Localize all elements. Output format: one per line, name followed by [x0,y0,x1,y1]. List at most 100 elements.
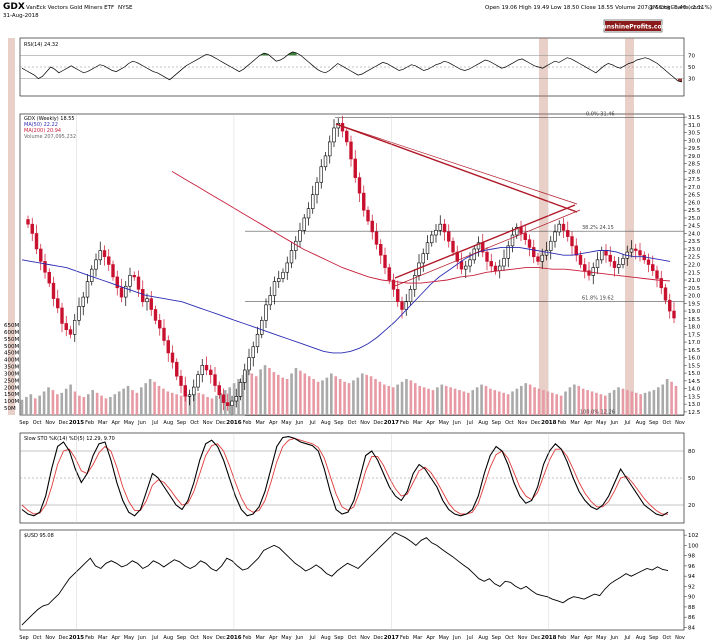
month-label: Feb [243,635,252,641]
volume-bar [47,387,50,415]
candle-body [136,276,141,290]
candle-body [302,217,306,231]
candle-body [51,282,56,299]
fib-label: 0.0% 31.46 [586,112,615,118]
volume-bar [140,387,143,415]
candle-body [438,223,442,231]
price-tick: 31.0 [688,123,701,129]
candle-body [311,194,315,209]
month-label: May [124,420,134,426]
candle-body [247,357,251,371]
volume-bar [197,392,201,415]
candle-body [68,329,73,335]
month-label: Jun [452,420,461,426]
volume-tick: 250M [4,378,19,384]
rsi-legend: RSI(14) 24.32 [24,42,58,48]
month-label: Aug [478,420,488,426]
price-tick: 23.5 [688,239,701,245]
year-label: 2017 [384,420,399,426]
volume-bar [449,387,452,415]
month-label: Jul [466,635,473,641]
volume-bar [285,379,289,415]
volume-bar [648,391,651,415]
candle-body [621,257,625,265]
candle-body [289,250,294,264]
volume-bar [436,387,439,415]
volume-bar [272,372,276,415]
volume-bar [599,394,603,415]
sto-k-line [21,436,669,517]
volume-bar [117,391,121,415]
candle-body [213,374,217,386]
volume-bar [100,395,103,415]
candle-body [128,275,132,287]
price-tick: 24.5 [688,224,701,230]
volume-bar [546,391,550,415]
volume-bar [276,374,280,415]
month-label: Aug [636,420,646,426]
volume-bar [555,394,558,415]
volume-bar [20,399,24,415]
candle-body [434,230,438,236]
month-label: Apr [269,420,279,426]
month-label: Aug [163,420,173,426]
price-tick: 22.5 [688,255,701,261]
volume-bar [184,397,187,415]
month-label: May [281,420,291,426]
brand-text: SunshineProfits.com [598,24,668,31]
price-tick: 20.0 [688,294,701,300]
volume-tick: 300M [4,371,19,377]
candle-body [540,254,544,262]
volume-bar [219,392,223,415]
candle-body [26,219,30,225]
month-label: May [596,635,606,641]
month-label: Jul [309,420,316,426]
month-label: Aug [636,635,646,641]
candle-body [362,192,366,211]
volume-bar [303,373,307,415]
volume-bar [290,373,293,415]
month-label: Mar [255,420,265,426]
volume-bar [537,388,541,415]
price-legend-volume: Volume 207,095,232 [24,134,76,140]
rsi-series: 70 50 30 [20,51,695,83]
volume-bar [391,387,395,415]
candle-body [587,270,591,276]
candle-body [353,158,357,178]
volume-bar [626,390,629,415]
month-label: Jul [309,635,316,641]
month-label: Jul [623,420,630,426]
sto-tick: 80 [688,449,695,455]
candle-body [498,265,502,272]
candle-body [264,304,268,321]
candle-body [608,254,612,262]
candle-body [629,248,634,253]
month-label: Nov [360,635,370,641]
price-tick: 15.5 [688,363,701,369]
month-label: Oct [33,635,42,641]
candle-body [655,270,659,279]
candle-body [549,240,553,251]
month-label: Feb [243,420,252,426]
month-label: May [124,635,134,641]
candle-body [519,226,523,234]
candle-body [141,289,145,303]
candle-body [383,254,387,268]
usd-tick: 98 [688,554,695,560]
volume-bar [617,387,620,415]
volume-bar [135,392,139,415]
usd-tick: 94 [688,574,695,580]
candle-body [238,382,243,397]
candle-body [332,127,336,143]
volume-bar [175,394,178,415]
candle-body [90,268,94,282]
candle-body [115,276,119,289]
month-label: Sep [334,420,343,426]
month-label: Sep [649,420,658,426]
candle-body [204,365,209,371]
candle-body [668,299,672,312]
volume-bar [453,388,457,415]
volume-bar [343,381,346,415]
exchange-name: NYSE [118,5,133,11]
